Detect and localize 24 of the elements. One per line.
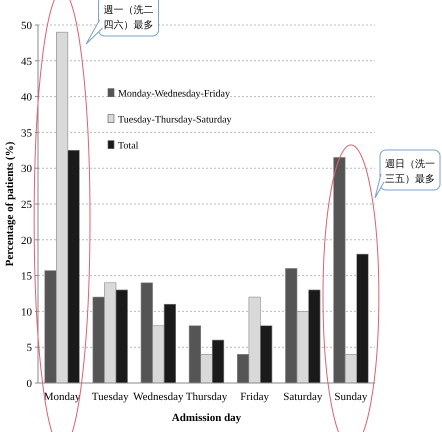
y-tick-label: 50 <box>21 20 32 32</box>
x-tick-label: Wednesday <box>133 391 184 403</box>
x-tick-label: Thursday <box>186 391 228 403</box>
y-tick-label: 20 <box>21 234 32 247</box>
annotation: 週一（洗二四六）最多 <box>104 4 154 31</box>
y-axis-title: Percentage of patients (%) <box>4 141 16 266</box>
legend-label: Monday-Wednesday-Friday <box>118 88 230 100</box>
y-tick-label: 25 <box>21 199 32 211</box>
x-tick-label: Saturday <box>283 391 323 403</box>
y-tick-label: 15 <box>21 270 32 283</box>
x-tick-label: Tuesday <box>92 391 130 403</box>
y-tick-label: 35 <box>21 127 32 140</box>
x-tick-label: Friday <box>240 391 270 403</box>
legend-label: Tuesday-Thursday-Saturday <box>118 114 232 126</box>
legend-label: Total <box>118 140 139 152</box>
y-tick-label: 0 <box>26 378 32 390</box>
y-tick-label: 30 <box>21 163 32 176</box>
y-tick-label: 5 <box>26 342 32 354</box>
text: 週日（洗一三五）最多 <box>385 158 435 185</box>
y-tick-label: 10 <box>21 306 32 318</box>
y-tick-label: 45 <box>21 56 32 68</box>
x-tick-label: Sunday <box>334 391 368 403</box>
x-axis-title: Admission day <box>172 412 242 424</box>
y-tick-label: 40 <box>21 92 32 104</box>
